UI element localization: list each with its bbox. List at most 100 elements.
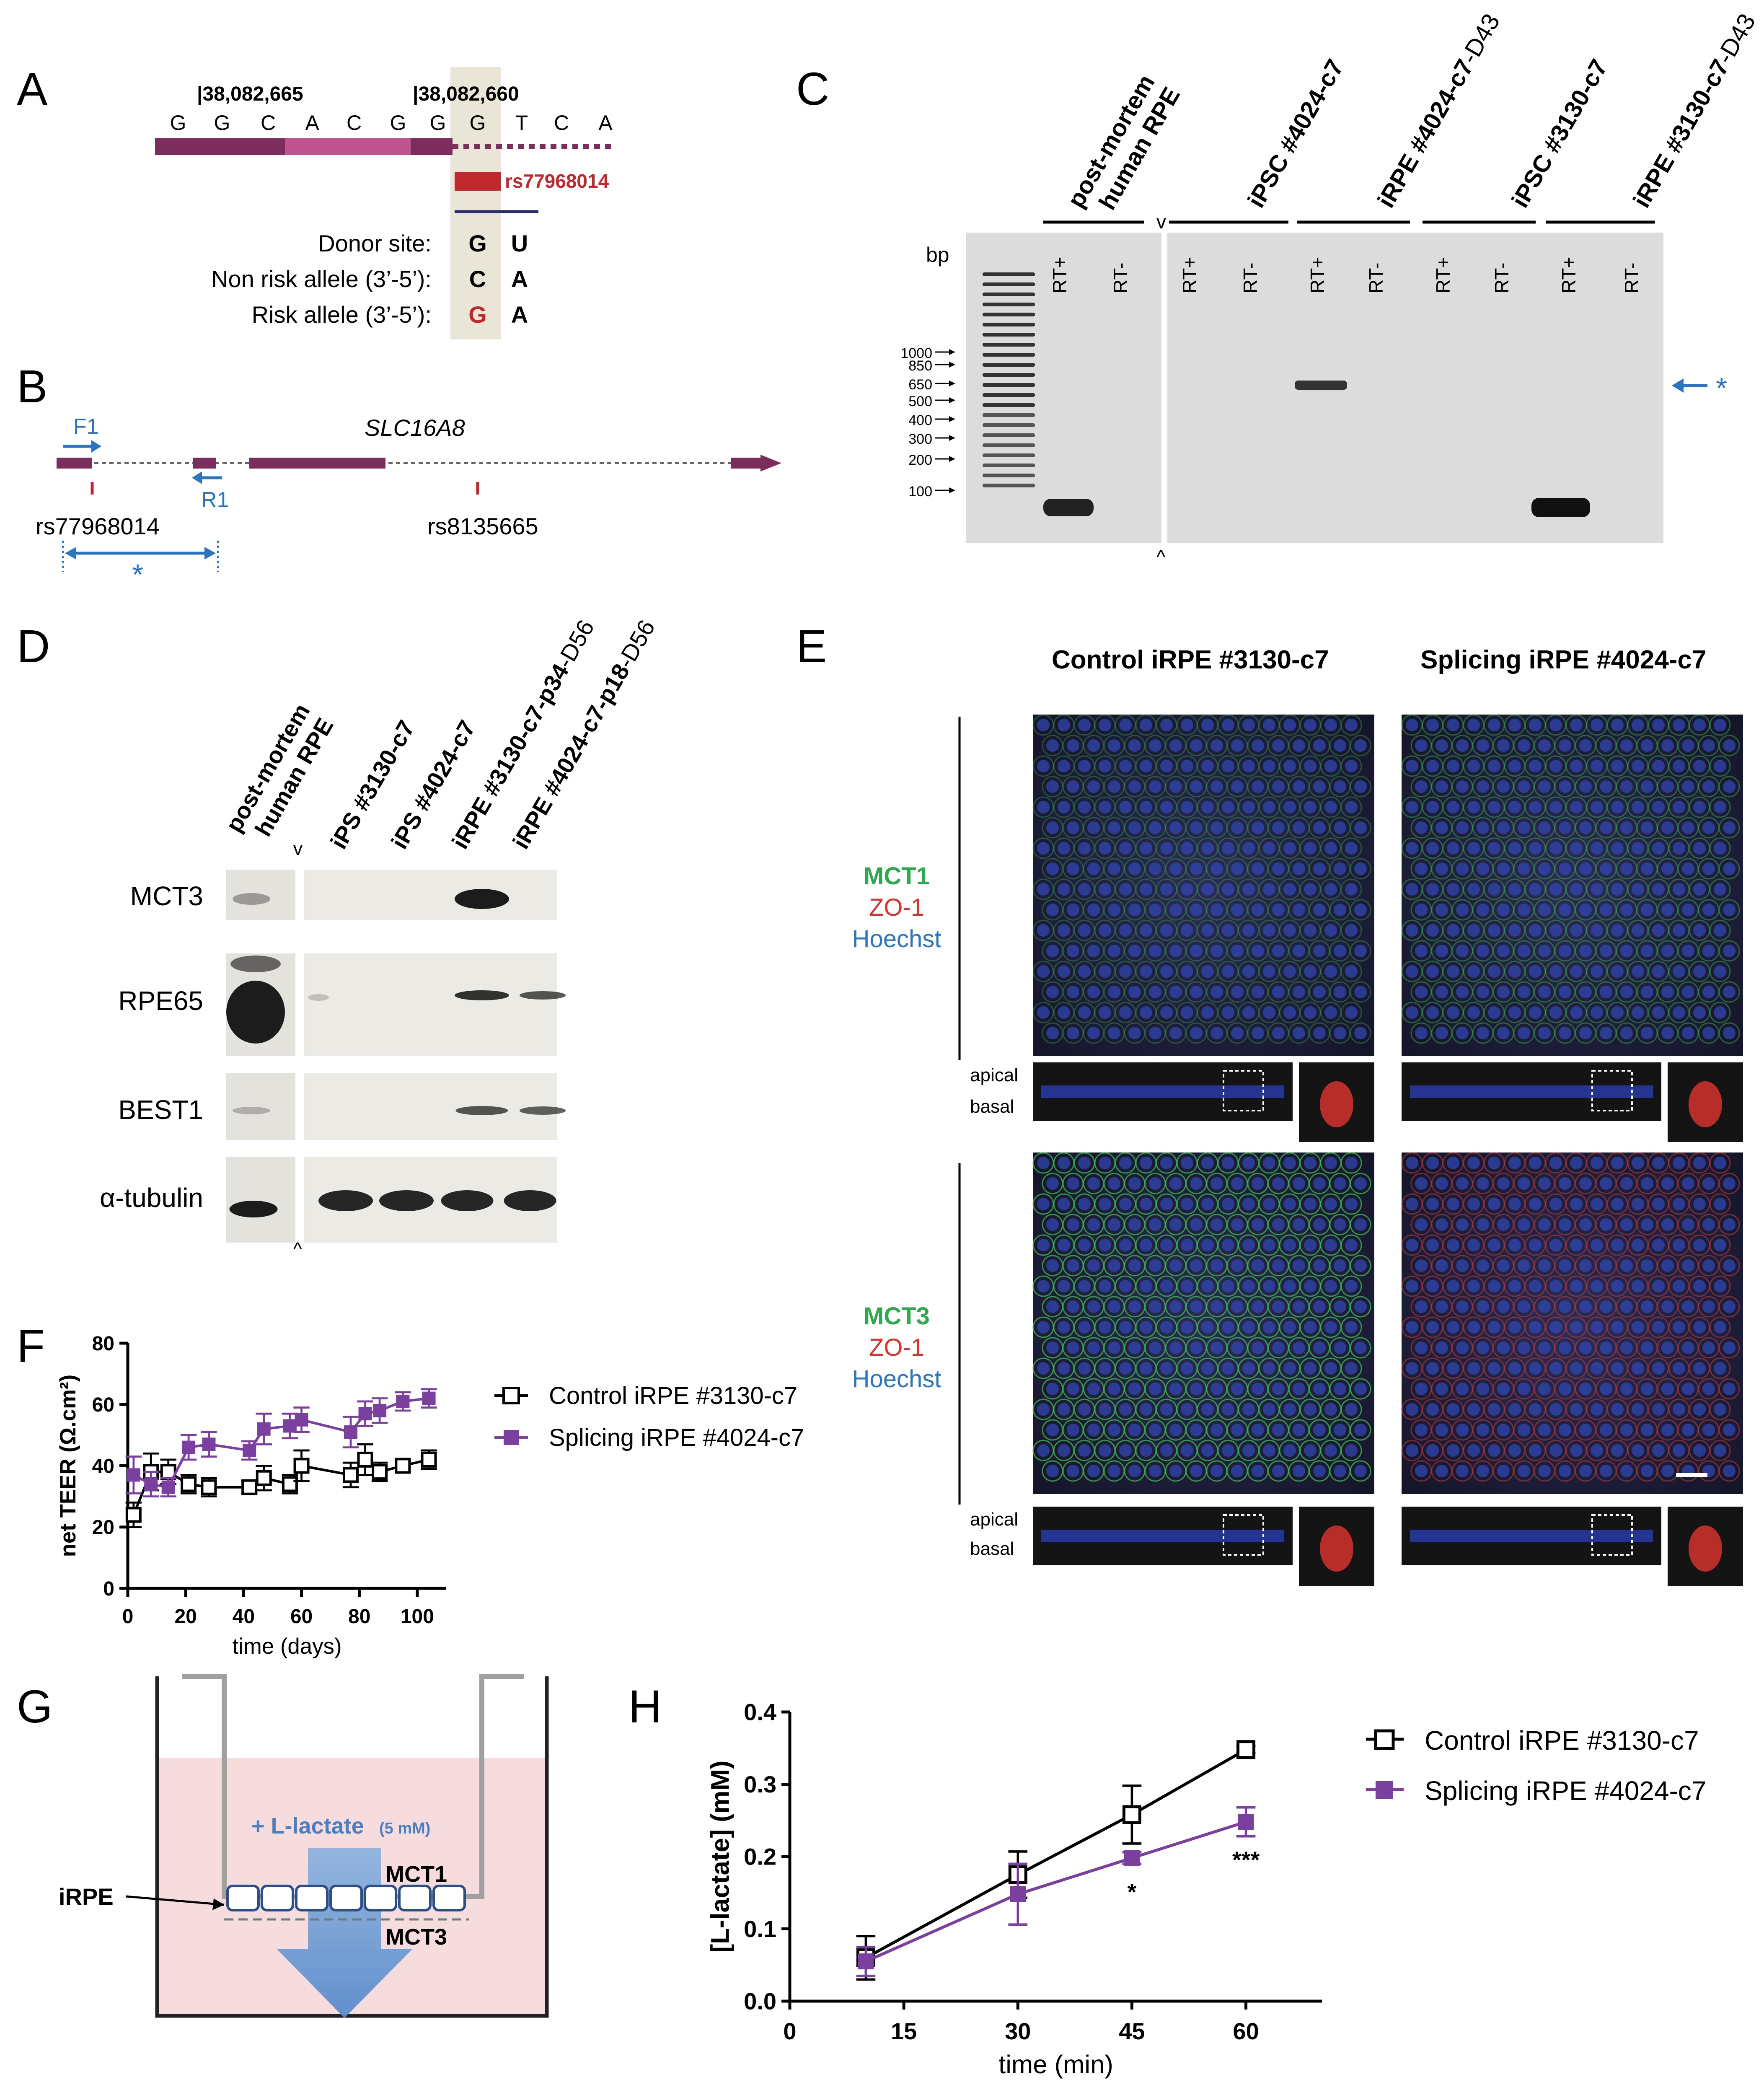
nucleus xyxy=(1037,719,1050,731)
nucleus xyxy=(1354,821,1367,834)
cell-border xyxy=(1124,940,1146,962)
nucleus xyxy=(1538,862,1551,875)
cell-border xyxy=(1709,796,1731,818)
gel-lane-label: RT- xyxy=(1110,263,1131,293)
nucleus xyxy=(1046,1177,1059,1190)
nucleus xyxy=(1037,1198,1050,1210)
nucleus xyxy=(1231,1424,1244,1436)
nucleus xyxy=(1283,719,1296,731)
cell-border xyxy=(1340,837,1362,859)
cell-border xyxy=(1718,981,1740,1003)
nucleus xyxy=(1702,1342,1715,1354)
nucleus xyxy=(1693,760,1706,772)
nucleus xyxy=(1570,801,1583,813)
cell-border xyxy=(1320,878,1342,900)
cell-border xyxy=(1545,837,1567,859)
data-point xyxy=(202,1437,216,1451)
nucleus xyxy=(1682,1027,1694,1039)
nucleus xyxy=(1181,1321,1193,1334)
cell-border xyxy=(1401,796,1423,818)
nucleus xyxy=(1345,1239,1358,1251)
x-tick-label: 60 xyxy=(1233,2018,1259,2044)
cell-border xyxy=(1657,940,1679,962)
cell-border xyxy=(1627,1002,1649,1023)
protein-band xyxy=(455,990,509,1000)
nucleus xyxy=(1231,986,1244,998)
cell-border xyxy=(1718,1378,1740,1400)
cell-border xyxy=(1483,961,1505,982)
nucleus xyxy=(1149,1259,1161,1272)
cell-border xyxy=(1185,735,1207,756)
nucleus xyxy=(1037,842,1050,855)
ladder-pointer-head xyxy=(949,487,955,493)
cell-border xyxy=(1185,817,1207,839)
nucleus xyxy=(1304,883,1317,896)
nucleus xyxy=(1570,842,1583,855)
nucleus xyxy=(1436,739,1448,752)
cell-border xyxy=(1472,735,1494,756)
nucleus xyxy=(1488,842,1500,855)
nucleus xyxy=(1252,1027,1264,1039)
nucleus xyxy=(1160,1403,1173,1416)
nucleus xyxy=(1702,1259,1715,1272)
zoom-box xyxy=(1591,1514,1633,1556)
panel-e: E Control iRPE #3130-c7 Splicing iRPE #4… xyxy=(796,621,1743,1586)
nucleus xyxy=(1140,1239,1152,1251)
cell-border xyxy=(1258,796,1280,818)
nucleus xyxy=(1477,945,1489,957)
nucleus xyxy=(1447,883,1459,896)
nucleus xyxy=(1263,1403,1275,1416)
nucleus xyxy=(1067,986,1079,998)
cell-border xyxy=(1648,878,1669,900)
cell-border xyxy=(1288,940,1310,962)
cell-border xyxy=(1062,735,1084,756)
nucleus xyxy=(1046,1027,1059,1039)
nucleus xyxy=(1415,1424,1428,1436)
legend-h-control-text: Control iRPE #3130-c7 xyxy=(1425,1725,1699,1756)
mct1-label: MCT1 xyxy=(385,1862,447,1887)
nucleus xyxy=(1119,1198,1132,1210)
nucleus xyxy=(1324,801,1337,813)
nucleus xyxy=(1620,904,1633,916)
cell-border xyxy=(1401,961,1423,982)
cell-border xyxy=(1299,714,1321,736)
cell-border xyxy=(1636,981,1658,1003)
series-line xyxy=(865,1748,1247,1959)
splice-site-highlight xyxy=(450,67,501,339)
nucleus xyxy=(1160,1321,1173,1334)
cell-border xyxy=(1247,735,1269,756)
nucleus xyxy=(1488,1198,1500,1210)
nucleus xyxy=(1140,1006,1152,1019)
legend-f-control-text: Control iRPE #3130-c7 xyxy=(549,1382,797,1409)
cell-border xyxy=(1124,899,1146,921)
nucleus xyxy=(1210,986,1223,998)
y-tick-label: 0.3 xyxy=(744,1771,776,1797)
nucleus xyxy=(1497,1177,1510,1190)
nucleus xyxy=(1673,719,1685,731)
rpe-cell xyxy=(364,1885,397,1911)
cell-border xyxy=(1483,1002,1505,1023)
nucleus xyxy=(1661,1259,1674,1272)
nucleus xyxy=(1037,760,1050,772)
cell-border xyxy=(1575,817,1596,839)
nucleus xyxy=(1693,883,1706,896)
cell-border xyxy=(1463,919,1485,941)
cell-border xyxy=(1565,755,1587,777)
cell-border xyxy=(1258,1002,1280,1023)
nucleus xyxy=(1406,719,1418,731)
cell-border xyxy=(1718,1337,1740,1359)
nucleus xyxy=(1600,986,1612,998)
nucleus xyxy=(1252,986,1264,998)
nucleus xyxy=(1058,1403,1070,1416)
nucleus xyxy=(1559,780,1571,793)
nucleus xyxy=(1067,945,1079,957)
exon-3 xyxy=(249,458,385,469)
cell-border xyxy=(1709,714,1731,736)
nucleus xyxy=(1263,1198,1275,1210)
cell-border xyxy=(1709,755,1731,777)
cell-border xyxy=(1144,940,1166,962)
allele-row-base-1: C xyxy=(469,266,486,292)
cell-border xyxy=(1616,1022,1637,1044)
nucleus xyxy=(1600,1300,1612,1313)
nucleus xyxy=(1313,1218,1326,1231)
